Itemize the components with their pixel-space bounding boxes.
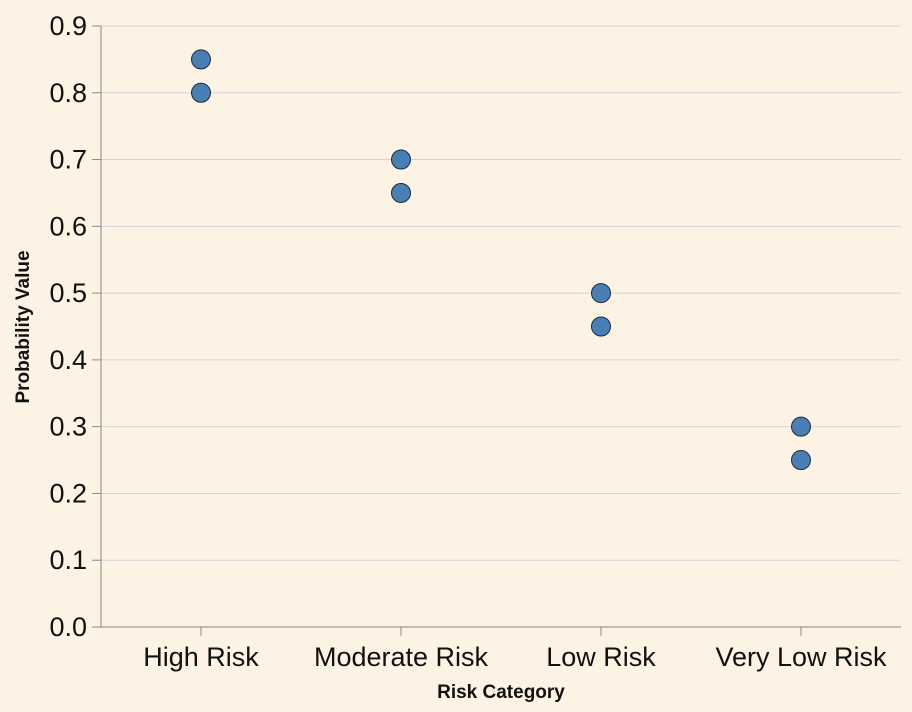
y-tick-label: 0.7 [49, 145, 87, 175]
y-tick-label: 0.6 [49, 211, 87, 241]
y-tick-label: 0.4 [49, 345, 87, 375]
y-tick-label: 0.3 [49, 412, 87, 442]
data-point [391, 149, 411, 170]
x-axis-title: Risk Category [437, 682, 565, 703]
y-tick-label: 0.2 [49, 478, 87, 508]
data-point [391, 182, 411, 203]
y-tick-label: 0.5 [49, 278, 87, 308]
data-point [191, 49, 211, 70]
x-ticks: High Risk Moderate Risk Low Risk Very Low R… [143, 627, 887, 672]
y-tick-label: 0.8 [49, 78, 87, 108]
y-tick-label: 0.9 [49, 11, 87, 41]
data-point [191, 82, 211, 103]
data-point [791, 450, 811, 471]
data-point [591, 316, 611, 337]
x-tick-label: Very Low Risk [715, 642, 887, 672]
data-point [591, 283, 611, 304]
x-tick-label: Low Risk [546, 642, 656, 672]
x-tick-label: Moderate Risk [314, 642, 489, 672]
data-point [791, 416, 811, 437]
y-tick-label: 0.0 [49, 612, 87, 642]
x-tick-label: High Risk [143, 642, 259, 672]
axes [100, 26, 901, 628]
y-ticks: 0.0 0.1 0.2 0.3 0.4 0.5 0.6 0.7 0.8 0.9 [49, 11, 101, 642]
y-tick-label: 0.1 [49, 545, 87, 575]
gridlines [101, 25, 901, 561]
y-axis-title: Probability Value [13, 250, 34, 403]
data-points [191, 49, 811, 471]
